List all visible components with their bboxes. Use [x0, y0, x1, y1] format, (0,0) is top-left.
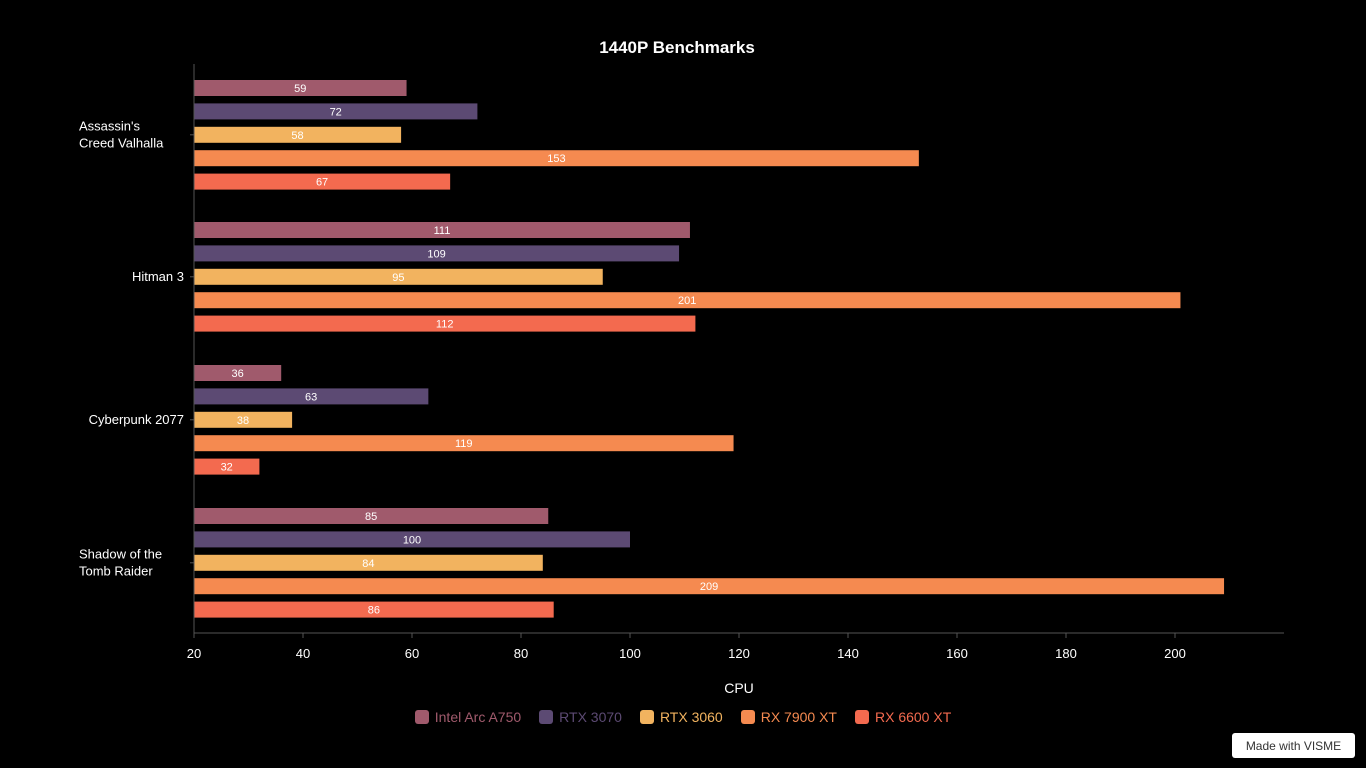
x-tick-label: 20 — [187, 646, 201, 661]
legend: Intel Arc A750 RTX 3070 RTX 3060 RX 7900 XT… — [0, 709, 1366, 725]
chart-title: 1440P Benchmarks — [599, 38, 755, 57]
category-label: Assassin's Creed Valhalla — [79, 118, 164, 150]
legend-label: RX 6600 XT — [874, 709, 952, 725]
bar-value-label: 63 — [305, 391, 317, 403]
bar-value-label: 95 — [392, 272, 404, 284]
bars-layer: 59 72 58 153 67 111 109 95 201 112 36 63 38 119 32 85 10… — [194, 80, 1225, 618]
axes-layer: Assassin's Creed Valhalla Hitman 3 Cyberpun… — [79, 64, 1284, 661]
category-label: Hitman 3 — [132, 269, 184, 284]
legend-item[interactable]: RX 7900 XT — [740, 709, 837, 725]
x-tick-label: 40 — [296, 646, 310, 661]
bar[interactable] — [194, 173, 451, 190]
bar-value-label: 38 — [237, 415, 249, 427]
bar-value-label: 109 — [427, 248, 445, 260]
bar[interactable] — [194, 531, 630, 548]
x-tick-label: 160 — [946, 646, 968, 661]
bar-chart: 1440P Benchmarks 59725815367111109952011… — [79, 38, 1284, 696]
x-tick-label: 60 — [405, 646, 419, 661]
bar[interactable] — [194, 292, 1181, 309]
bar-value-label: 153 — [547, 153, 565, 165]
bar[interactable] — [194, 601, 554, 618]
legend-item[interactable]: RTX 3060 — [639, 709, 723, 725]
bar[interactable] — [194, 126, 402, 143]
bar-value-label: 58 — [291, 130, 303, 142]
bar[interactable] — [194, 411, 293, 428]
x-tick-label: 200 — [1164, 646, 1186, 661]
x-tick-label: 180 — [1055, 646, 1077, 661]
x-tick-label: 80 — [514, 646, 528, 661]
legend-swatch — [854, 710, 869, 724]
bar[interactable] — [194, 365, 282, 381]
bar[interactable] — [194, 388, 429, 405]
bar-value-label: 72 — [330, 106, 342, 118]
bar-value-label: 111 — [434, 225, 451, 237]
bar[interactable] — [194, 554, 543, 571]
legend-label: RTX 3070 — [559, 709, 622, 725]
bar[interactable] — [194, 268, 603, 285]
x-tick-label: 100 — [619, 646, 641, 661]
legend-swatch — [539, 710, 554, 724]
x-tick-label: 140 — [837, 646, 859, 661]
x-axis-title: CPU — [724, 680, 754, 696]
bar[interactable] — [194, 508, 549, 524]
bar-value-label: 209 — [700, 581, 718, 593]
bar-value-label: 112 — [436, 319, 454, 331]
category-label: Shadow of the Tomb Raider — [79, 546, 162, 578]
legend-item[interactable]: RTX 3070 — [539, 709, 622, 725]
bar[interactable] — [194, 150, 919, 167]
bar[interactable] — [194, 222, 690, 238]
bar[interactable] — [194, 80, 407, 96]
bar-value-label: 84 — [362, 558, 374, 570]
legend-swatch — [414, 710, 429, 724]
legend-swatch — [740, 710, 755, 724]
category-label: Cyberpunk 2077 — [89, 412, 184, 427]
bar[interactable] — [194, 103, 478, 120]
x-tick-label: 120 — [728, 646, 750, 661]
bar[interactable] — [194, 315, 696, 332]
bar[interactable] — [194, 458, 260, 475]
bar-value-label: 86 — [368, 605, 380, 617]
bar[interactable] — [194, 435, 734, 452]
legend-label: RX 7900 XT — [760, 709, 837, 725]
bar-value-label: 59 — [294, 83, 306, 95]
bar-value-label: 85 — [365, 511, 377, 523]
legend-label: RTX 3060 — [659, 709, 723, 725]
legend-item[interactable]: RX 6600 XT — [854, 709, 952, 725]
bar-value-label: 32 — [221, 462, 233, 474]
bar-value-label: 100 — [403, 534, 421, 546]
bar[interactable] — [194, 578, 1225, 595]
legend-item[interactable]: Intel Arc A750 — [414, 709, 522, 725]
made-with-visme-badge[interactable]: Made with VISME — [1232, 733, 1355, 758]
legend-label: Intel Arc A750 — [434, 709, 522, 725]
bar-value-label: 67 — [316, 177, 328, 189]
bar-value-label: 201 — [678, 295, 696, 307]
bar-value-label: 119 — [455, 438, 473, 450]
legend-swatch — [639, 710, 654, 724]
bar[interactable] — [194, 245, 680, 262]
bar-value-label: 36 — [231, 368, 243, 380]
